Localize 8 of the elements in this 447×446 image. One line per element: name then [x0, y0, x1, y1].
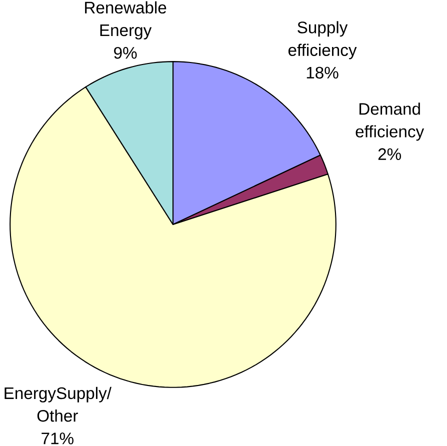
data-label: 9% [114, 47, 137, 59]
data-label: 2% [378, 148, 402, 160]
data-label: 71% [42, 432, 74, 444]
slice-label: EnergySupply/ Other [4, 387, 112, 422]
slice-label: Supply efficiency [288, 21, 357, 60]
slice-label: Renewable Energy [85, 2, 166, 40]
data-label: 18% [306, 67, 338, 79]
slice-label: Demand efficiency [356, 102, 424, 141]
